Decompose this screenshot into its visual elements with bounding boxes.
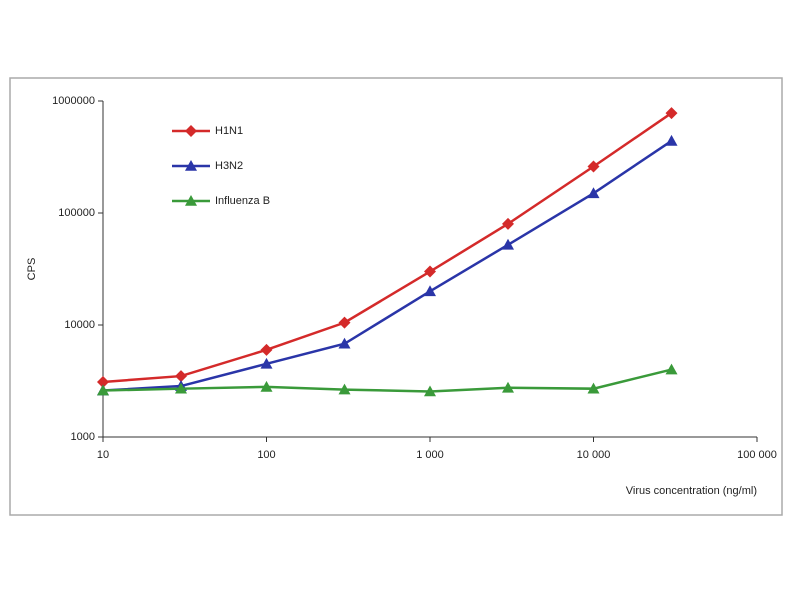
marker [185,160,197,171]
legend-label: H1N1 [215,125,243,137]
marker [185,195,197,206]
x-tick-label: 10 000 [577,449,611,461]
marker [587,187,600,199]
marker [175,382,188,394]
x-tick-label: 100 [257,449,275,461]
marker [175,370,188,383]
legend-label: Influenza B [215,195,270,207]
chart-frame [9,77,783,516]
marker [260,357,273,369]
marker [665,107,678,120]
series-line [102,139,673,392]
marker [424,285,436,297]
y-tick-label: 1000 [71,431,95,443]
marker [97,375,109,388]
marker [260,343,273,356]
x-axis-label: Virus concentration (ng/ml) [626,485,757,497]
marker [338,316,351,329]
x-tick-label: 1 000 [416,449,444,461]
marker [587,382,600,394]
marker [502,238,515,250]
y-tick-label: 10000 [64,319,95,331]
marker [424,265,436,278]
marker [185,125,197,137]
marker [665,363,678,375]
series-line [102,112,673,384]
y-tick-label: 1000000 [52,95,95,107]
legend-label: H3N2 [215,160,243,172]
marker [338,337,351,349]
marker [665,134,678,146]
series-line [102,368,672,393]
marker [424,385,436,397]
marker [502,217,515,230]
marker [97,384,109,396]
x-tick-label: 10 [97,449,109,461]
x-tick-label: 100 000 [737,449,777,461]
y-axis-label: CPS [26,258,38,281]
y-tick-label: 100000 [58,207,95,219]
marker [338,383,351,395]
marker [502,381,515,393]
marker [260,380,273,392]
marker [587,160,600,173]
